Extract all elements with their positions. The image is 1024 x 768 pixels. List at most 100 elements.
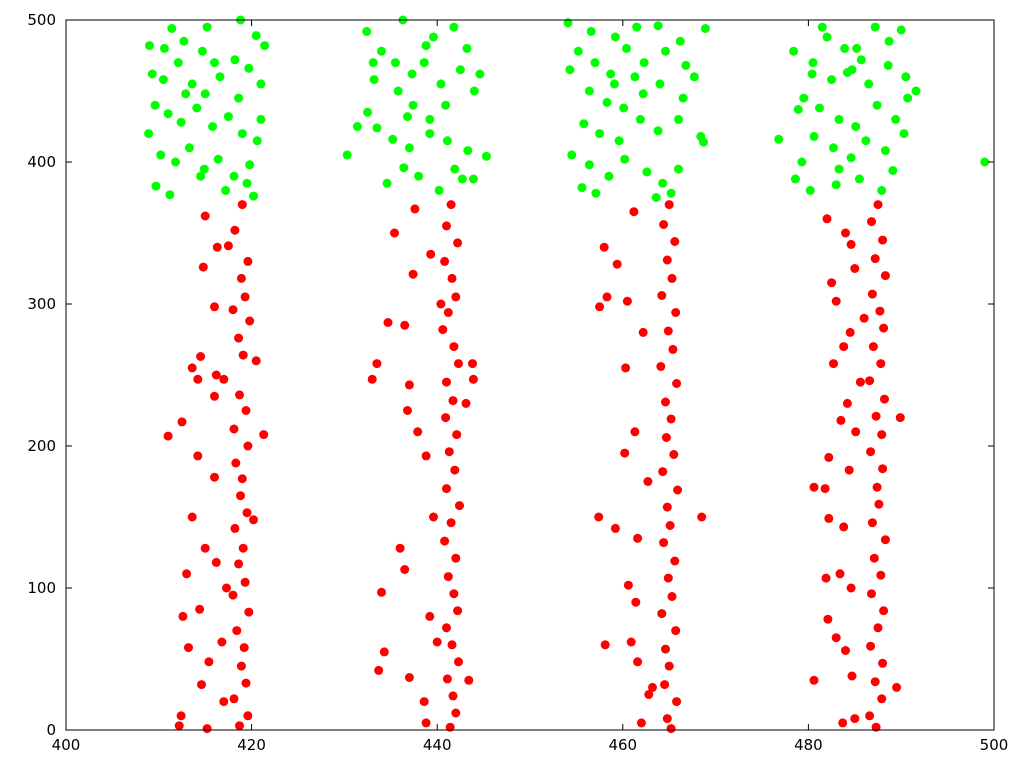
scatter-point <box>790 174 800 184</box>
scatter-point <box>176 711 186 721</box>
scatter-point <box>822 32 832 42</box>
scatter-point <box>888 166 898 175</box>
scatter-point <box>610 523 620 533</box>
scatter-point <box>901 72 911 82</box>
scatter-point <box>234 93 244 103</box>
scatter-point <box>610 32 620 42</box>
scatter-point <box>229 694 239 704</box>
scatter-point <box>657 609 667 619</box>
scatter-point <box>449 22 459 32</box>
x-tick-label: 500 <box>980 736 1009 754</box>
scatter-point <box>242 178 252 188</box>
scatter-point <box>221 185 231 195</box>
scatter-point <box>636 718 646 728</box>
scatter-point <box>622 43 631 53</box>
scatter-point <box>824 452 834 462</box>
scatter-point <box>200 89 210 99</box>
scatter-point <box>407 69 417 79</box>
scatter-point <box>620 154 630 164</box>
scatter-point <box>419 697 429 707</box>
scatter-point <box>445 722 455 732</box>
scatter-point <box>237 474 247 484</box>
scatter-point <box>980 157 990 167</box>
scatter-point <box>167 24 177 33</box>
scatter-point <box>235 721 244 731</box>
scatter-point <box>151 181 161 191</box>
scatter-point <box>866 447 876 457</box>
scatter-point <box>805 185 815 195</box>
scatter-point <box>464 675 474 685</box>
scatter-point <box>591 188 601 198</box>
scatter-point <box>668 344 678 354</box>
scatter-point <box>178 611 188 621</box>
scatter-point <box>892 682 902 692</box>
scatter-point <box>382 178 392 188</box>
scatter-point <box>877 185 887 195</box>
scatter-point <box>144 129 154 139</box>
scatter-point <box>867 289 877 299</box>
scatter-point <box>883 60 893 70</box>
scatter-point <box>620 448 630 458</box>
y-tick-label: 500 <box>27 11 56 29</box>
scatter-point <box>252 136 262 146</box>
scatter-point <box>674 114 683 124</box>
scatter-point <box>256 79 266 89</box>
scatter-point <box>815 103 824 113</box>
scatter-point <box>468 174 478 184</box>
scatter-point <box>442 484 451 494</box>
scatter-point <box>879 606 889 616</box>
scatter-point <box>447 640 457 650</box>
scatter-point <box>672 379 682 388</box>
scatter-point <box>452 430 462 440</box>
scatter-point <box>440 536 450 546</box>
scatter-point <box>619 103 629 113</box>
scatter-point <box>421 41 431 51</box>
scatter-point <box>662 255 672 265</box>
scatter-point <box>895 413 905 423</box>
scatter-point <box>662 714 672 724</box>
scatter-point <box>666 188 676 198</box>
scatter-point <box>642 167 652 177</box>
scatter-point <box>614 136 624 146</box>
scatter-point <box>403 406 412 415</box>
scatter-point <box>455 65 465 75</box>
scatter-point <box>184 143 194 153</box>
scatter-point <box>451 708 461 718</box>
scatter-point <box>481 151 491 161</box>
scatter-point <box>659 220 669 229</box>
scatter-point <box>660 680 670 690</box>
scatter-point <box>681 60 691 70</box>
scatter-point <box>838 718 848 728</box>
scatter-point <box>891 114 901 124</box>
scatter-point <box>670 237 680 246</box>
scatter-point <box>827 278 837 288</box>
scatter-point <box>639 58 649 68</box>
y-tick-label: 300 <box>27 295 56 313</box>
scatter-point <box>240 292 250 302</box>
scatter-point <box>852 43 862 53</box>
scatter-point <box>872 100 882 110</box>
scatter-point <box>442 221 451 231</box>
scatter-point <box>438 325 448 335</box>
scatter-point <box>363 107 373 117</box>
scatter-point <box>666 724 676 734</box>
scatter-point <box>442 377 451 387</box>
scatter-point <box>454 657 463 667</box>
scatter-point <box>187 512 197 522</box>
scatter-point <box>903 93 913 103</box>
scatter-point <box>631 597 641 607</box>
scatter-point <box>873 200 883 210</box>
scatter-point <box>847 671 857 681</box>
scatter-point <box>667 273 677 283</box>
scatter-point <box>661 433 671 442</box>
scatter-point <box>600 640 610 650</box>
scatter-point <box>831 633 841 643</box>
scatter-point <box>244 63 254 73</box>
scatter-point <box>234 559 244 569</box>
scatter-point <box>638 327 648 337</box>
scatter-point <box>661 644 670 654</box>
scatter-point <box>449 342 459 352</box>
scatter-point <box>158 75 168 85</box>
scatter-point <box>400 320 410 330</box>
scatter-point <box>237 129 247 139</box>
